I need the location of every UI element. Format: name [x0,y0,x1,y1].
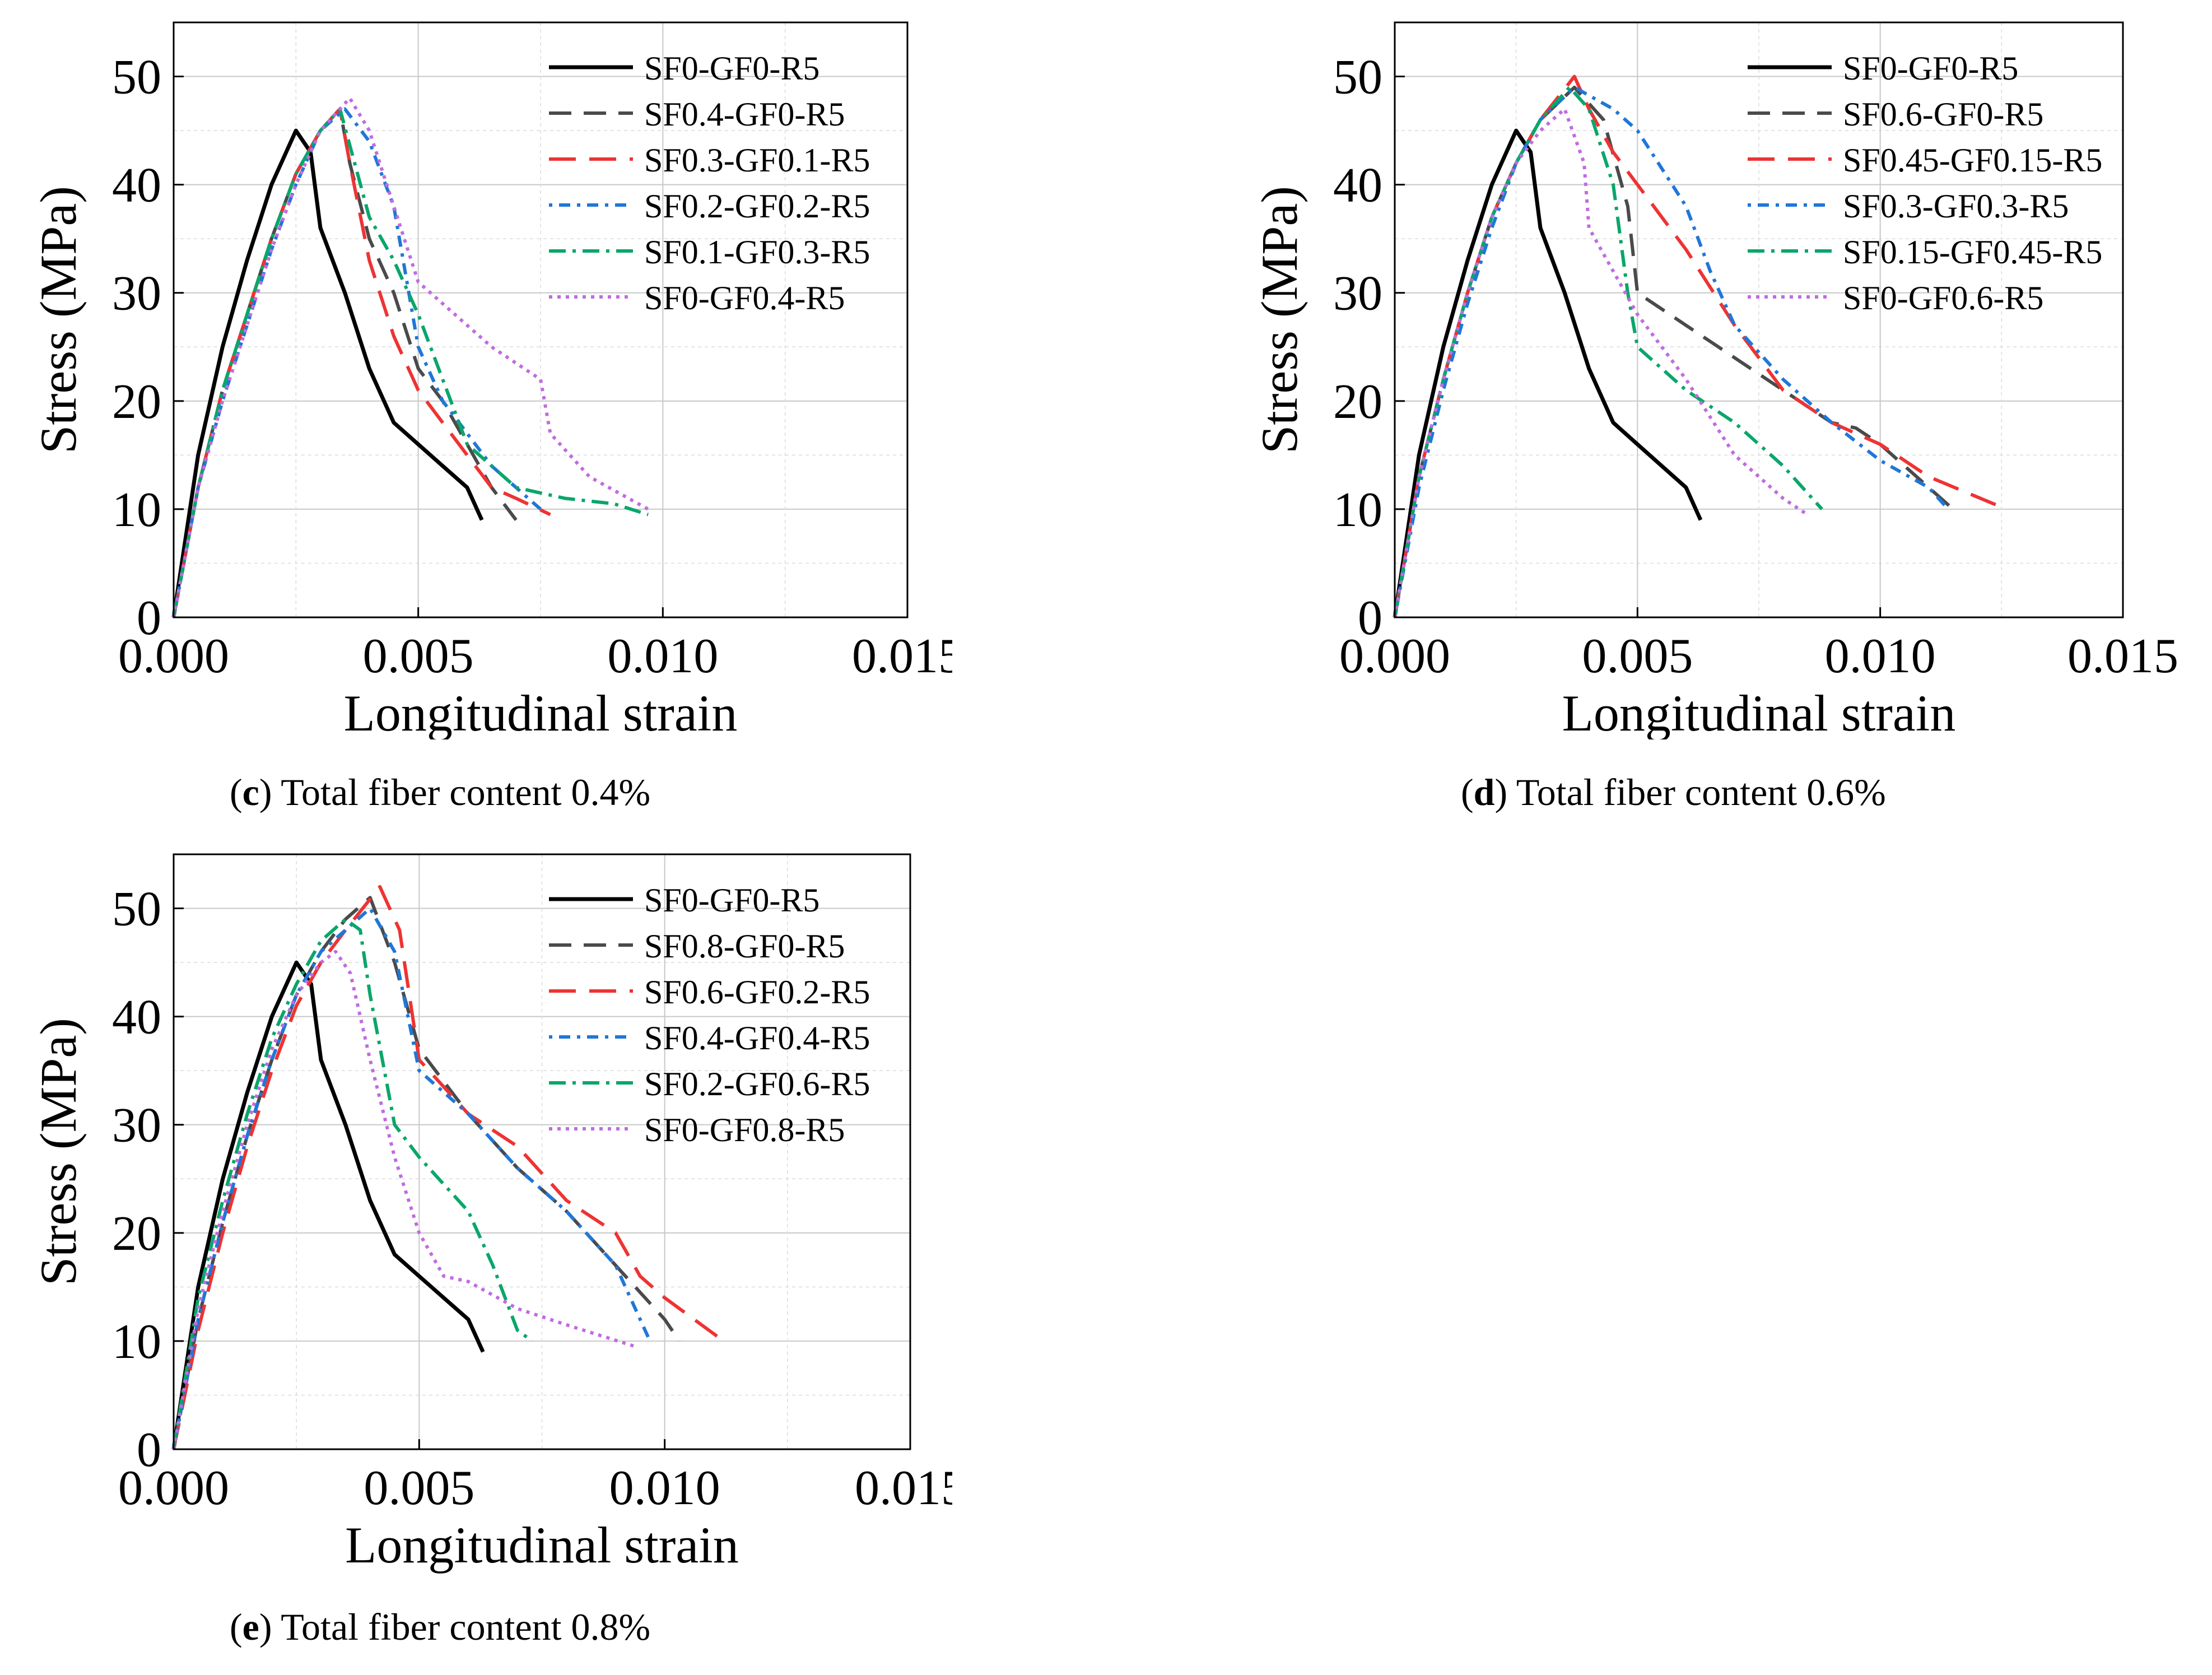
y-tick-label: 50 [112,50,161,105]
legend: SF0-GF0-R5 SF0.4-GF0-R5 SF0.3-GF0.1-R5 SF0.… [549,50,870,317]
plot-frame [173,21,909,618]
legend-label: SF0.8-GF0-R5 [644,928,845,965]
x-tick-label: 0.005 [364,1461,474,1515]
y-tick-label: 50 [112,882,161,937]
y-tick-label: 20 [112,1207,161,1261]
x-axis-label: Longitudinal strain [345,1516,739,1574]
y-tick-label: 10 [1333,483,1382,537]
caption-letter: e [242,1606,259,1648]
series-line [172,107,542,618]
legend-label: SF0.6-GF0-R5 [1843,96,2043,133]
caption-text: Total fiber content 0.8% [272,1606,651,1648]
chart-e: 0 10 20 30 40 50 0.000 0.005 0.010 0.015 Longitudi… [30,853,966,1574]
series-line [172,107,649,618]
legend-label: SF0.3-GF0.1-R5 [644,142,870,179]
y-tick-label: 40 [1333,159,1382,213]
y-tick-label: 20 [1333,375,1382,429]
legend: SF0-GF0-R5 SF0.8-GF0-R5 SF0.6-GF0.2-R5 SF0.… [549,882,870,1148]
series-line [172,906,652,1450]
series-line [172,896,681,1450]
legend-label: SF0.15-GF0.45-R5 [1843,234,2102,271]
caption-letter: c [242,771,259,813]
y-tick-label: 20 [112,375,161,429]
y-tick-label: 30 [112,1099,161,1153]
y-tick-label: 40 [112,990,161,1045]
chart-c: 0 10 20 30 40 50 0.000 0.005 0.010 0.015 Longitudi… [30,21,963,742]
y-tick-label: 30 [1333,267,1382,321]
series-line [1393,107,1809,618]
legend-label: SF0.4-GF0.4-R5 [644,1020,870,1057]
x-tick-label: 0.010 [607,629,718,683]
plot-frame [1394,21,2124,618]
series-line [172,917,533,1450]
y-axis-label: Stress (MPa) [30,186,87,454]
legend-label: SF0-GF0.6-R5 [1843,280,2043,317]
series-line [1393,85,1950,618]
x-tick-label: 0.000 [118,1461,229,1515]
legend-label: SF0.45-GF0.15-R5 [1843,142,2102,179]
series-line [171,128,484,618]
legend-label: SF0-GF0.8-R5 [644,1111,845,1148]
y-tick-label: 40 [112,159,161,213]
x-tick-label: 0.010 [609,1461,720,1515]
series-line [171,960,485,1450]
x-tick-label: 0.005 [1582,629,1693,683]
series-line [172,885,725,1450]
legend-label: SF0.3-GF0.3-R5 [1843,188,2069,225]
y-tick-label: 10 [112,483,161,537]
caption-letter: d [1473,771,1495,813]
legend-label: SF0.6-GF0.2-R5 [644,974,870,1011]
y-tick-label: 10 [112,1315,161,1369]
y-tick-label: 30 [112,267,161,321]
chart-panel-e: 0 10 20 30 40 50 0.000 0.005 0.010 0.015 Longitudi… [0,829,966,1577]
caption-c: (c) Total fiber content 0.4% [230,771,651,813]
x-tick-label: 0.015 [855,1461,952,1515]
chart-panel-d: 0 10 20 30 40 50 0.000 0.005 0.010 0.015 Longitudi… [1232,0,2212,742]
x-tick-label: 0.015 [2067,629,2178,683]
x-tick-label: 0.015 [852,629,952,683]
caption-d: (d) Total fiber content 0.6% [1461,771,1886,813]
y-axis-label: Stress (MPa) [1251,186,1308,454]
legend: SF0-GF0-R5 SF0.6-GF0-R5 SF0.45-GF0.15-R5 SF… [1748,50,2102,317]
series-line [1393,128,1703,618]
legend-label: SF0.2-GF0.6-R5 [644,1066,870,1102]
legend-label: SF0.1-GF0.3-R5 [644,234,870,271]
caption-e: (e) Total fiber content 0.8% [230,1606,651,1648]
legend-label: SF0-GF0-R5 [1843,50,2018,87]
legend-label: SF0-GF0-R5 [644,882,819,919]
x-axis-label: Longitudinal strain [344,685,738,739]
series-line [1393,75,2008,618]
series-line [1393,85,1823,618]
x-tick-label: 0.010 [1825,629,1936,683]
legend-label: SF0-GF0.4-R5 [644,280,845,317]
y-tick-label: 0 [137,1423,161,1477]
series-line [172,950,636,1450]
caption-text: Total fiber content 0.4% [272,771,651,813]
y-tick-label: 0 [1358,591,1382,645]
y-axis-label: Stress (MPa) [30,1018,87,1286]
x-tick-label: 0.000 [1339,629,1450,683]
legend-label: SF0.2-GF0.2-R5 [644,188,870,225]
y-tick-label: 50 [1333,50,1382,105]
legend-label: SF0-GF0-R5 [644,50,819,87]
x-tick-label: 0.005 [363,629,474,683]
caption-text: Total fiber content 0.6% [1507,771,1886,813]
x-axis-label: Longitudinal strain [1562,685,1956,739]
chart-panel-c: 0 10 20 30 40 50 0.000 0.005 0.010 0.015 Longitudi… [0,0,963,742]
series-line [172,96,649,618]
chart-d: 0 10 20 30 40 50 0.000 0.005 0.010 0.015 Longitudi… [1251,21,2178,742]
y-tick-label: 0 [137,591,161,645]
x-tick-label: 0.000 [118,629,229,683]
plot-frame [173,853,911,1450]
legend-label: SF0.4-GF0-R5 [644,96,845,133]
